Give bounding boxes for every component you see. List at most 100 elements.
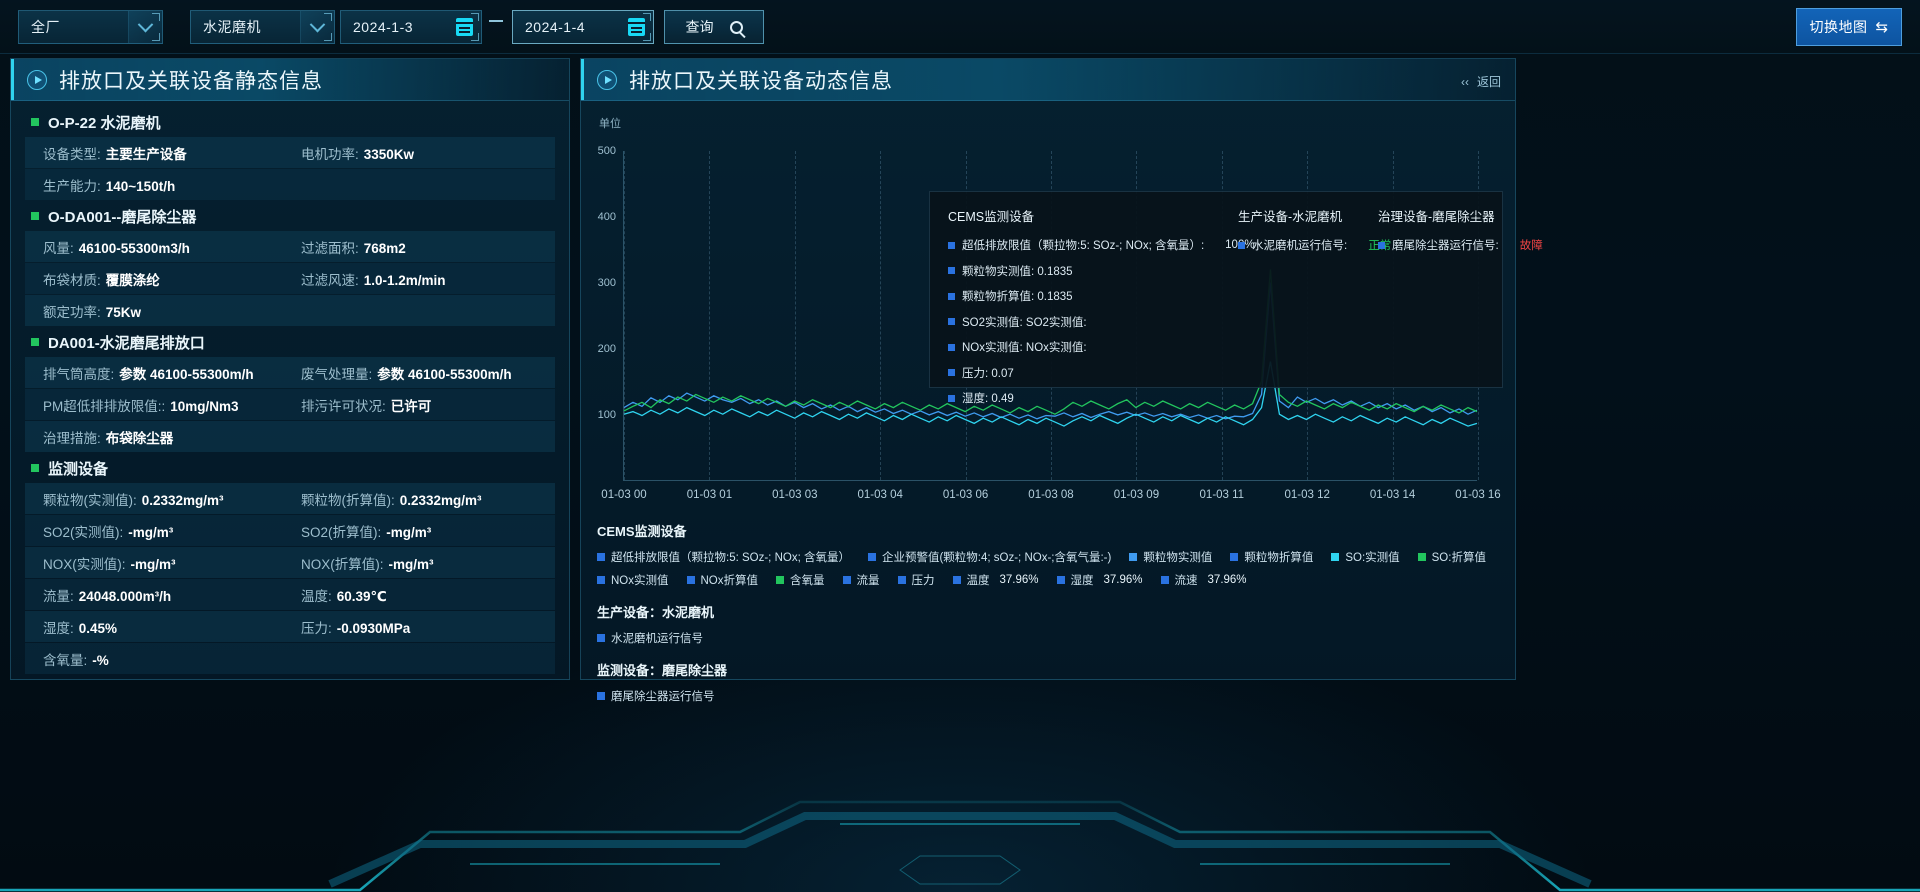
chart-x-tick: 01-03 03	[772, 489, 818, 501]
static-info-field-value: -mg/m³	[130, 556, 176, 572]
chart-legend-item[interactable]: NOx折算值	[686, 572, 758, 588]
static-info-row: 流量: 24048.000m³/h 温度: 60.39℃	[25, 579, 555, 610]
chart-legend-item-label: 流量	[856, 575, 880, 587]
chart-legend-item[interactable]: 颗粒物折算值	[1230, 549, 1313, 565]
static-info-field-value: 768m2	[363, 240, 406, 256]
static-info-field: 风量: 46100-55300m3/h	[43, 237, 301, 257]
static-info-field-label: 颗粒物(实测值):	[43, 492, 137, 508]
chart-legend-item[interactable]: SO:实测值	[1331, 549, 1400, 565]
static-info-row: 颗粒物(实测值): 0.2332mg/m³ 颗粒物(折算值): 0.2332mg/m³	[25, 483, 555, 514]
date-end-input[interactable]: 2024-1-4	[512, 10, 654, 44]
chart-legend-item-label: 压力	[911, 575, 935, 587]
static-info-field-label: 温度:	[301, 588, 332, 604]
chart-legend-item[interactable]: 颗粒物实测值	[1129, 549, 1212, 565]
static-info-field: 温度: 60.39℃	[301, 585, 387, 605]
static-info-body: O-P-22 水泥磨机 设备类型: 主要生产设备 电机功率: 3350Kw 生产能力: 14…	[11, 101, 569, 674]
static-info-field-label: 治理措施:	[43, 430, 101, 446]
chart-legend-item[interactable]: SO:折算值	[1417, 549, 1486, 565]
chart-series-line	[623, 269, 1478, 415]
group-marker-icon	[31, 118, 39, 126]
static-info-field-label: 压力:	[301, 620, 332, 636]
static-info-field-value: -mg/m³	[388, 556, 434, 572]
static-info-field-value: 已许可	[390, 398, 432, 414]
switch-map-button[interactable]: 切换地图 ⇆	[1796, 8, 1902, 46]
static-info-field-label: 风量:	[43, 240, 74, 256]
static-info-field-value: 主要生产设备	[105, 146, 187, 162]
chart-x-tick: 01-03 16	[1455, 489, 1501, 501]
chart-legend-item[interactable]: 含氧量	[776, 572, 825, 588]
chevron-down-icon[interactable]	[300, 11, 334, 43]
static-info-field: 湿度: 0.45%	[43, 617, 301, 637]
static-info-row: 生产能力: 140~150t/h	[25, 169, 555, 200]
chart-x-tick: 01-03 12	[1284, 489, 1330, 501]
back-button[interactable]: ‹‹ 返回	[1461, 73, 1501, 90]
chart-legend-item[interactable]: 流速 37.96%	[1160, 572, 1247, 588]
static-info-field-label: 设备类型:	[43, 146, 101, 162]
chart-legend-item[interactable]: 磨尾除尘器运行信号	[597, 688, 715, 704]
chevron-down-icon[interactable]	[128, 11, 162, 43]
chart-legend-item[interactable]: 流量	[842, 572, 880, 588]
chart-legend-item[interactable]: 超低排放限值（颗拉物:5: SOz-; NOx; 含氧量）	[597, 549, 850, 565]
chart-tooltip-item: NOx实测值: NOx实测值:	[948, 339, 1238, 355]
chart-tooltip-item-label: NOx实测值: NOx实测值:	[962, 342, 1087, 354]
static-info-group-label: DA001-水泥磨尾排放口	[48, 334, 205, 352]
static-info-field-value: 3350Kw	[363, 146, 415, 162]
chart-legend-item[interactable]: NOx实测值	[597, 572, 669, 588]
chart-series-line	[623, 282, 1478, 420]
chart-x-tick: 01-03 00	[601, 489, 647, 501]
toolbar: 全厂 水泥磨机 2024-1-3 2024-1-4 查询	[0, 0, 1920, 54]
chart-legend-item-label: 超低排放限值（颗拉物:5: SOz-; NOx; 含氧量）	[611, 552, 850, 564]
chart-legend-item-label: 企业预警值(颗粒物:4; sOz-; NOx-;含氧气量:-)	[881, 552, 1112, 564]
legend-swatch-icon	[1417, 553, 1426, 561]
chart-legend-item[interactable]: 温度 37.96%	[952, 572, 1039, 588]
legend-swatch-icon	[597, 553, 605, 561]
static-info-panel: 排放口及关联设备静态信息 O-P-22 水泥磨机 设备类型: 主要生产设备 电机功率:…	[10, 58, 570, 680]
static-info-field-value: 布袋除尘器	[105, 430, 174, 446]
chart-legend-item[interactable]: 湿度 37.96%	[1056, 572, 1143, 588]
static-info-field-label: NOX(实测值):	[43, 556, 126, 572]
static-info-field-value: 75Kw	[105, 304, 142, 320]
legend-swatch-icon	[948, 343, 955, 351]
chart-legend-item[interactable]: 企业预警值(颗粒物:4; sOz-; NOx-;含氧气量:-)	[867, 549, 1112, 565]
chart-gridline	[709, 151, 711, 480]
plant-select[interactable]: 全厂	[18, 10, 163, 44]
chart-x-tick: 01-03 04	[857, 489, 903, 501]
calendar-icon[interactable]	[619, 11, 653, 43]
calendar-icon[interactable]	[447, 11, 481, 43]
swap-icon: ⇆	[1875, 18, 1889, 36]
static-info-group-label: O-P-22 水泥磨机	[48, 114, 161, 132]
chart-legend-row: 超低排放限值（颗拉物:5: SOz-; NOx; 含氧量） 企业预警值(颗粒物:4…	[597, 549, 1507, 588]
chart-y-tick: 100	[597, 409, 616, 421]
chart-x-tick: 01-03 06	[942, 489, 989, 501]
switch-map-label: 切换地图	[1809, 19, 1868, 35]
chart-tooltip-item-label: 颗粒物实测值: 0.1835	[962, 265, 1073, 278]
chart-x-tick: 01-03 09	[1113, 489, 1160, 501]
static-info-field-value: -%	[92, 652, 109, 668]
legend-swatch-icon	[597, 576, 605, 584]
static-info-field-label: 过滤风速:	[301, 272, 359, 288]
static-info-field-label: SO2(折算值):	[301, 524, 382, 540]
static-info-field: 额定功率: 75Kw	[43, 301, 301, 321]
chart-legend-item[interactable]: 压力	[897, 572, 935, 588]
chart-tooltip-item-label: 颗粒物折算值: 0.1835	[962, 291, 1073, 303]
chart-legend-item[interactable]: 水泥磨机运行信号	[597, 630, 703, 646]
device-select-value: 水泥磨机	[203, 19, 261, 35]
chart-legend-item-value: 37.96%	[999, 574, 1039, 586]
query-button[interactable]: 查询	[664, 10, 764, 44]
chart-x-tick: 01-03 14	[1369, 489, 1416, 501]
legend-swatch-icon	[842, 576, 851, 584]
static-info-field-label: 流量:	[43, 588, 74, 604]
play-triangle-icon	[597, 69, 617, 90]
device-select[interactable]: 水泥磨机	[190, 10, 335, 44]
chart-x-tick: 01-03 01	[686, 489, 733, 501]
date-start-value: 2024-1-3	[353, 19, 414, 35]
legend-swatch-icon	[948, 241, 955, 249]
dynamic-info-header: 排放口及关联设备动态信息 ‹‹ 返回	[581, 59, 1515, 101]
static-info-field-value: 0.2332mg/m³	[399, 492, 482, 508]
date-start-input[interactable]: 2024-1-3	[340, 10, 482, 44]
static-info-field: SO2(折算值): -mg/m³	[301, 521, 431, 541]
legend-swatch-icon	[597, 692, 605, 700]
chart-y-tick: 200	[597, 343, 616, 355]
